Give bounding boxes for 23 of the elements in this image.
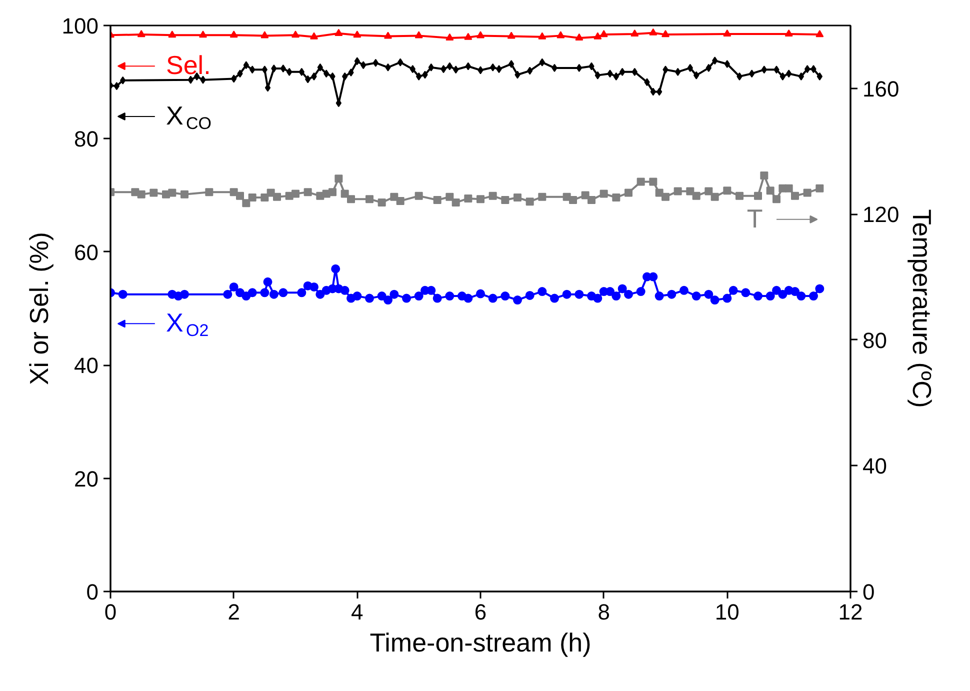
y-tick-label: 60 — [74, 240, 99, 265]
y2-axis-title: Temperature (ºC) — [907, 209, 938, 408]
y2-tick-label: 40 — [862, 454, 887, 479]
x-tick-label: 2 — [228, 600, 240, 624]
y2-tick-label: 0 — [862, 580, 875, 604]
y-tick-label: 20 — [74, 466, 99, 492]
x-axis-title: Time-on-stream (h) — [370, 628, 592, 658]
x-tick-label: 6 — [474, 600, 487, 624]
y-tick-label: 100 — [62, 14, 99, 38]
y-tick-label: 0 — [86, 580, 99, 604]
x-tick-label: 4 — [351, 600, 364, 624]
y2-tick-label: 120 — [862, 202, 900, 228]
y-tick-label: 40 — [74, 353, 99, 378]
y2-tick-label: 80 — [862, 328, 887, 353]
x-tick-label: 12 — [838, 600, 863, 624]
x-tick-label: 8 — [598, 600, 610, 624]
x-tick-label: 10 — [714, 600, 740, 624]
x-tick-label: 0 — [104, 600, 117, 624]
series-label: T — [746, 203, 763, 234]
y2-tick-label: 160 — [862, 76, 900, 102]
legend-label: Sel. — [166, 50, 211, 80]
y-axis-title: Xi or Sel. (%) — [24, 232, 54, 386]
y-tick-label: 80 — [74, 126, 99, 152]
